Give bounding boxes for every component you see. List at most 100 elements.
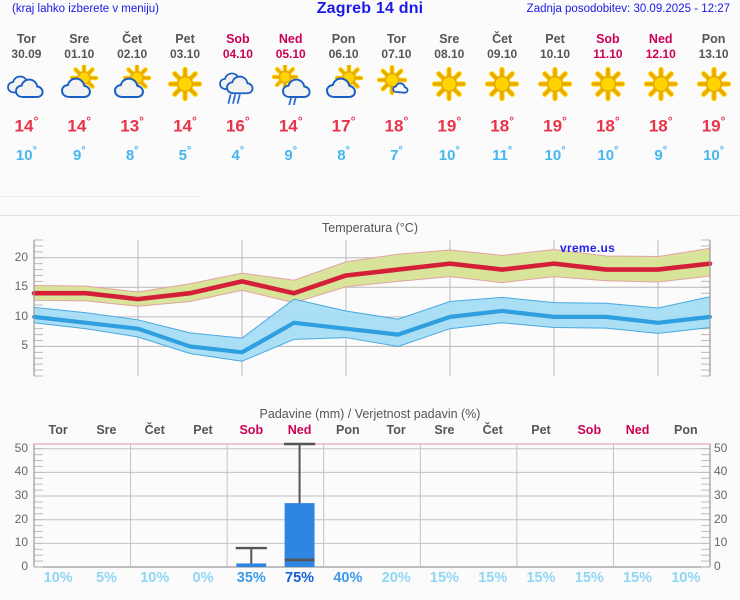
precip-day-label: Ned	[625, 423, 650, 437]
day-date: 03.10	[169, 47, 201, 61]
day-max-temp: 14°	[278, 114, 303, 136]
precip-y-tick-label-left: 40	[14, 464, 28, 479]
day-min-temp: 9°	[284, 144, 298, 164]
watermark-label: vreme.us	[560, 241, 616, 255]
precip-day-label: Sre	[434, 423, 455, 437]
day-column[interactable]: Pet 10.10 19° 10°	[529, 25, 582, 185]
precip-day-label: Pon	[336, 423, 360, 437]
day-min-temp: 10°	[15, 144, 37, 164]
day-min-temp: 9°	[654, 144, 668, 164]
day-name: Tor	[16, 32, 37, 46]
day-name: Ned	[278, 32, 303, 46]
day-column[interactable]: Pon 13.10 19° 10°	[687, 25, 740, 185]
day-name: Sob	[226, 32, 250, 46]
day-column[interactable]: Čet 09.10 18° 11°	[476, 25, 529, 185]
precip-day-label: Sob	[239, 423, 264, 437]
precip-y-tick-label-left: 50	[14, 440, 28, 455]
day-max-temp: 19°	[701, 114, 726, 136]
day-column[interactable]: Čet 02.10 13° 8°	[106, 25, 159, 185]
day-date: 12.10	[645, 47, 676, 61]
day-min-temp: 11°	[492, 144, 513, 164]
day-column[interactable]: Ned 12.10 18° 9°	[634, 25, 687, 185]
precip-y-tick-label-right: 20	[714, 511, 728, 526]
precip-day-label: Čet	[144, 423, 165, 437]
day-max-temp: 19°	[543, 114, 567, 136]
day-date: 02.10	[117, 47, 148, 61]
precip-day-label: Pet	[193, 423, 213, 437]
precip-day-label: Pet	[531, 423, 551, 437]
day-date: 05.10	[275, 47, 306, 61]
sun-small-cloud-icon	[375, 64, 417, 105]
sunny-icon	[693, 65, 735, 105]
precip-probability-label: 5%	[95, 570, 117, 586]
day-column[interactable]: Pet 03.10 14° 5°	[159, 25, 212, 185]
day-name: Pon	[331, 32, 356, 46]
sunny-icon	[640, 65, 682, 105]
precip-probability-label: 20%	[381, 570, 411, 586]
precip-day-label: Ned	[287, 423, 312, 437]
day-name: Pon	[701, 32, 726, 46]
precip-y-tick-label-left: 30	[14, 488, 28, 503]
day-max-temp: 18°	[595, 114, 620, 136]
day-date: 30.09	[11, 47, 42, 61]
day-max-temp: 18°	[384, 114, 409, 136]
temp-y-tick-label: 15	[14, 279, 28, 294]
day-max-temp: 19°	[437, 114, 462, 136]
day-date: 10.10	[540, 47, 571, 61]
location-hint: (kraj lahko izberete v meniju)	[12, 3, 160, 15]
day-date: 08.10	[434, 47, 465, 61]
precipitation-chart: Tor Sre Čet Pet Sob Ned Pon Tor Sre Čet Pet Sob Ned P…	[0, 420, 740, 600]
day-date: 07.10	[381, 47, 412, 61]
day-column[interactable]: Sre 08.10 19° 10°	[423, 25, 476, 185]
sunny-icon	[164, 65, 206, 105]
day-column[interactable]: Tor 30.09 14° 10°	[0, 25, 53, 185]
temp-y-tick-label: 10	[14, 308, 28, 323]
sunny-icon	[481, 65, 523, 105]
header-divider	[0, 215, 740, 216]
sunny-icon	[534, 65, 576, 105]
day-name: Sob	[596, 32, 620, 46]
last-update-label: Zadnja posodobitev: 30.09.2025 - 12:27	[526, 3, 730, 15]
precip-day-label: Pon	[674, 423, 698, 437]
day-date: 04.10	[222, 47, 253, 61]
day-column[interactable]: Ned 05.10 14° 9°	[264, 25, 317, 185]
precipitation-plot	[33, 442, 711, 568]
precip-probability-label: 10%	[671, 570, 701, 586]
partly-sunny-icon	[111, 63, 153, 105]
day-column[interactable]: Sob 04.10 16° 4°	[211, 25, 264, 185]
precip-probability-label: 75%	[285, 570, 315, 586]
precip-probability-label: 15%	[478, 570, 508, 586]
day-name: Čet	[122, 32, 143, 46]
day-min-temp: 10°	[703, 144, 725, 164]
precip-y-tick-label-left: 0	[21, 559, 28, 573]
day-name: Sre	[69, 32, 90, 46]
day-max-temp: 14°	[173, 114, 197, 136]
precip-day-label: Sob	[577, 423, 602, 437]
day-name: Pet	[175, 32, 195, 46]
page-title: Zagreb 14 dni	[316, 0, 424, 17]
day-min-temp: 10°	[544, 144, 566, 164]
day-max-temp: 18°	[490, 114, 515, 136]
cloudy-icon	[5, 65, 47, 105]
precip-y-tick-label-left: 20	[14, 511, 28, 526]
day-column[interactable]: Sre 01.10 14° 9°	[53, 25, 106, 185]
day-column[interactable]: Sob 11.10 18° 10°	[581, 25, 634, 185]
temperature-chart-title: Temperatura (°C)	[322, 221, 418, 235]
precip-probability-label: 40%	[333, 570, 363, 586]
temperature-chart: 5 10 15 20 vreme.us	[0, 236, 740, 396]
day-name: Ned	[648, 32, 673, 46]
precip-day-label: Čet	[482, 423, 503, 437]
day-column[interactable]: Tor 07.10 18° 7°	[370, 25, 423, 185]
sun-rain-icon	[270, 63, 312, 107]
day-date: 01.10	[64, 47, 95, 61]
daily-forecast-strip: Tor 30.09 14° 10° Sre 01.10 14° 9° Čet 02.10 13…	[0, 25, 740, 185]
day-min-temp: 8°	[337, 144, 350, 164]
day-min-temp: 7°	[390, 144, 403, 164]
precip-y-tick-label-left: 10	[14, 535, 28, 550]
precip-probability-label: 10%	[43, 570, 73, 586]
precip-probability-label: 0%	[192, 570, 214, 586]
day-column[interactable]: Pon 06.10 17° 8°	[317, 25, 370, 185]
day-name: Pet	[545, 32, 565, 46]
precipitation-chart-title: Padavine (mm) / Verjetnost padavin (%)	[259, 407, 481, 421]
